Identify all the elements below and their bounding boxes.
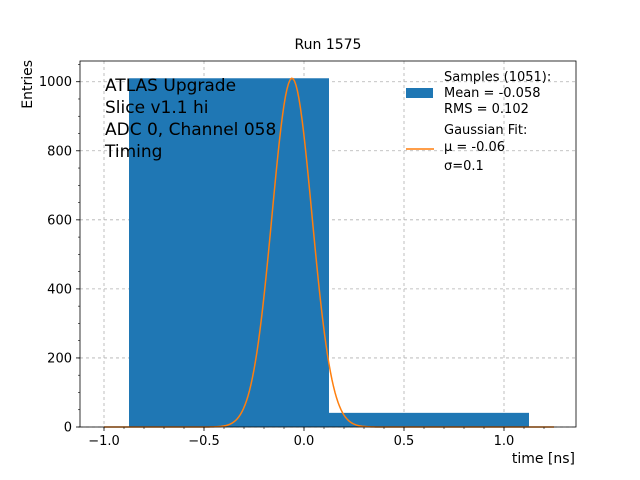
- y-tick-label: 0: [64, 421, 72, 436]
- annotation-line-1: ATLAS Upgrade: [105, 76, 236, 96]
- y-tick-label: 200: [47, 351, 72, 366]
- legend-histogram-label: Samples (1051):: [444, 70, 551, 85]
- x-axis-label: time [ns]: [512, 451, 575, 467]
- histogram-bars: [129, 78, 529, 427]
- legend-fit-sigma: σ=0.1: [444, 159, 484, 174]
- legend-fit-label: Gaussian Fit:: [444, 123, 527, 138]
- annotation-line-2: Slice v1.1 hi: [105, 98, 208, 118]
- y-tick-label: 600: [47, 213, 72, 228]
- legend-histogram-rms: RMS = 0.102: [444, 102, 529, 117]
- y-tick-label: 1000: [39, 75, 72, 90]
- legend-fit-mu: μ = -0.06: [444, 140, 505, 155]
- legend: Samples (1051): Mean = -0.058 RMS = 0.10…: [406, 70, 551, 174]
- axes-frame: [79, 60, 577, 428]
- annotation-line-3: ADC 0, Channel 058: [105, 120, 276, 140]
- histogram-bar: [129, 78, 329, 427]
- x-tick-label: 0.5: [394, 434, 415, 449]
- x-tick-label: −0.5: [188, 434, 220, 449]
- x-tick-label: 0.0: [294, 434, 315, 449]
- annotation-line-4: Timing: [104, 142, 162, 162]
- x-tick-label: 1.0: [494, 434, 515, 449]
- y-axis-label: Entries: [20, 60, 36, 109]
- legend-histogram-mean: Mean = -0.058: [444, 86, 540, 101]
- y-tick-label: 400: [47, 282, 72, 297]
- chart-title: Run 1575: [295, 37, 362, 53]
- run-annotation: ATLAS Upgrade Slice v1.1 hi ADC 0, Chann…: [104, 76, 276, 162]
- histogram-bar: [329, 412, 529, 427]
- y-tick-label: 800: [47, 144, 72, 159]
- legend-histogram-swatch: [406, 88, 433, 98]
- axis-ticks: −1.0 −0.5 0.0 0.5 1.0 0 200 400 600 800 1000: [39, 64, 545, 449]
- x-tick-label: −1.0: [88, 434, 120, 449]
